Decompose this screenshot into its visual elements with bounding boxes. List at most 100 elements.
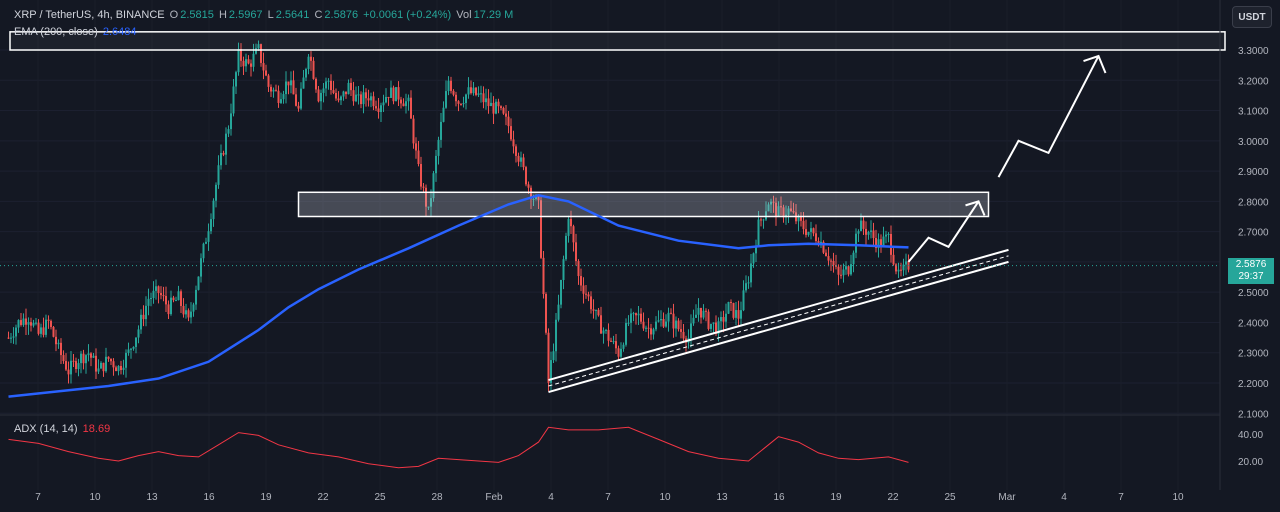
candle-body <box>870 230 872 232</box>
candle-body <box>77 363 80 370</box>
trendline-lower <box>548 260 1009 393</box>
candle-body <box>635 313 637 316</box>
candle-body <box>220 152 222 166</box>
candle-body <box>425 187 427 207</box>
candle-body <box>355 94 357 102</box>
candle-body <box>522 157 525 168</box>
candle-body <box>727 302 730 314</box>
candle-body <box>17 320 20 328</box>
candle-body <box>435 155 437 174</box>
candle-body <box>157 286 160 294</box>
ascending-trendline <box>548 248 1009 393</box>
candle-body <box>297 105 300 109</box>
candle-body <box>845 266 847 270</box>
candle-body <box>285 81 287 95</box>
time-tick-label: 22 <box>317 492 329 503</box>
trendline-mid <box>548 255 1009 387</box>
candle-body <box>545 294 547 333</box>
candle-body <box>205 241 207 244</box>
candle-body <box>35 322 37 324</box>
candle-body <box>287 81 290 86</box>
candle-body <box>887 233 890 235</box>
candle-body <box>130 348 132 350</box>
candle-body <box>305 68 307 78</box>
candle-body <box>497 101 500 107</box>
candle-body <box>200 258 202 277</box>
candle-body <box>345 91 347 95</box>
candle-body <box>475 87 477 95</box>
candle-body <box>657 320 660 322</box>
candle-body <box>45 319 47 335</box>
candle-body <box>520 157 522 162</box>
candle-body <box>570 218 572 227</box>
candle-body <box>487 98 490 107</box>
candle-body <box>22 318 25 325</box>
price-tick-label: 2.8000 <box>1238 197 1269 208</box>
candle-body <box>147 298 150 306</box>
adx-legend[interactable]: ADX (14, 14) 18.69 <box>14 423 112 435</box>
candle-body <box>617 348 620 357</box>
candle-body <box>875 237 877 249</box>
ema-legend[interactable]: EMA (200, close) 2.6484 <box>14 26 138 38</box>
candle-body <box>822 241 825 253</box>
candle-body <box>37 322 40 334</box>
arrowhead-1 <box>965 200 986 216</box>
candle-body <box>400 99 402 104</box>
price-axis[interactable]: 3.3000 3.2000 3.1000 3.0000 2.9000 2.8000 2.70… <box>1238 46 1269 420</box>
price-tick-label: 2.7000 <box>1238 228 1269 239</box>
candle-body <box>470 87 472 94</box>
symbol-title[interactable]: XRP / TetherUS, 4h, BINANCE <box>14 9 165 21</box>
volume-label: Vol <box>456 9 472 21</box>
candle-body <box>142 314 145 320</box>
candle-body <box>302 77 305 89</box>
candle-body <box>420 164 422 187</box>
candle-body <box>637 313 640 316</box>
candle-body <box>227 129 230 134</box>
candle-body <box>357 94 360 96</box>
candle-body <box>640 313 642 322</box>
candle-body <box>190 311 192 318</box>
candle-body <box>342 91 345 97</box>
candle-body <box>412 118 415 144</box>
candle-body <box>622 344 625 349</box>
price-tick-label: 3.3000 <box>1238 46 1269 57</box>
candle-body <box>692 317 695 324</box>
currency-button[interactable]: USDT <box>1232 6 1272 28</box>
candle-body <box>740 310 742 319</box>
candle-body <box>667 312 670 322</box>
candle-body <box>450 80 452 91</box>
candle-body <box>347 82 350 95</box>
high-value: 2.5967 <box>228 9 263 21</box>
price-tick-label: 2.2000 <box>1238 379 1269 390</box>
candle-body <box>195 289 197 305</box>
candle-body <box>857 231 860 234</box>
price-zones <box>9 31 1226 218</box>
ohlc-legend: XRP / TetherUS, 4h, BINANCE O 2.5815 H 2.5… <box>14 9 515 21</box>
candle-body <box>742 290 745 311</box>
candle-body <box>560 280 562 305</box>
candle-body <box>590 296 592 310</box>
candle-body <box>152 290 155 298</box>
candle-body <box>582 285 585 294</box>
candle-body <box>702 310 705 318</box>
candle-body <box>642 321 645 329</box>
price-tick-label: 2.4000 <box>1238 318 1269 329</box>
time-tick-label: Mar <box>998 492 1016 503</box>
candle-body <box>592 309 595 311</box>
time-axis[interactable]: 7 10 13 16 19 22 25 28 Feb 4 7 10 13 16 19 22 25 Mar 4 7 10 <box>35 492 1184 503</box>
candle-body <box>102 362 105 372</box>
candle-body <box>25 318 27 325</box>
candle-body <box>805 229 807 235</box>
candle-body <box>232 86 235 114</box>
candle-body <box>587 294 590 297</box>
candle-body <box>317 89 320 102</box>
candle-body <box>47 319 50 321</box>
candle-body <box>477 93 480 95</box>
candle-body <box>567 218 570 236</box>
candle-body <box>885 234 887 237</box>
change-value: +0.0061 (+0.24%) <box>363 9 452 21</box>
candle-body <box>62 355 65 362</box>
adx-tick-label: 40.00 <box>1238 430 1263 441</box>
candle-body <box>185 310 187 315</box>
